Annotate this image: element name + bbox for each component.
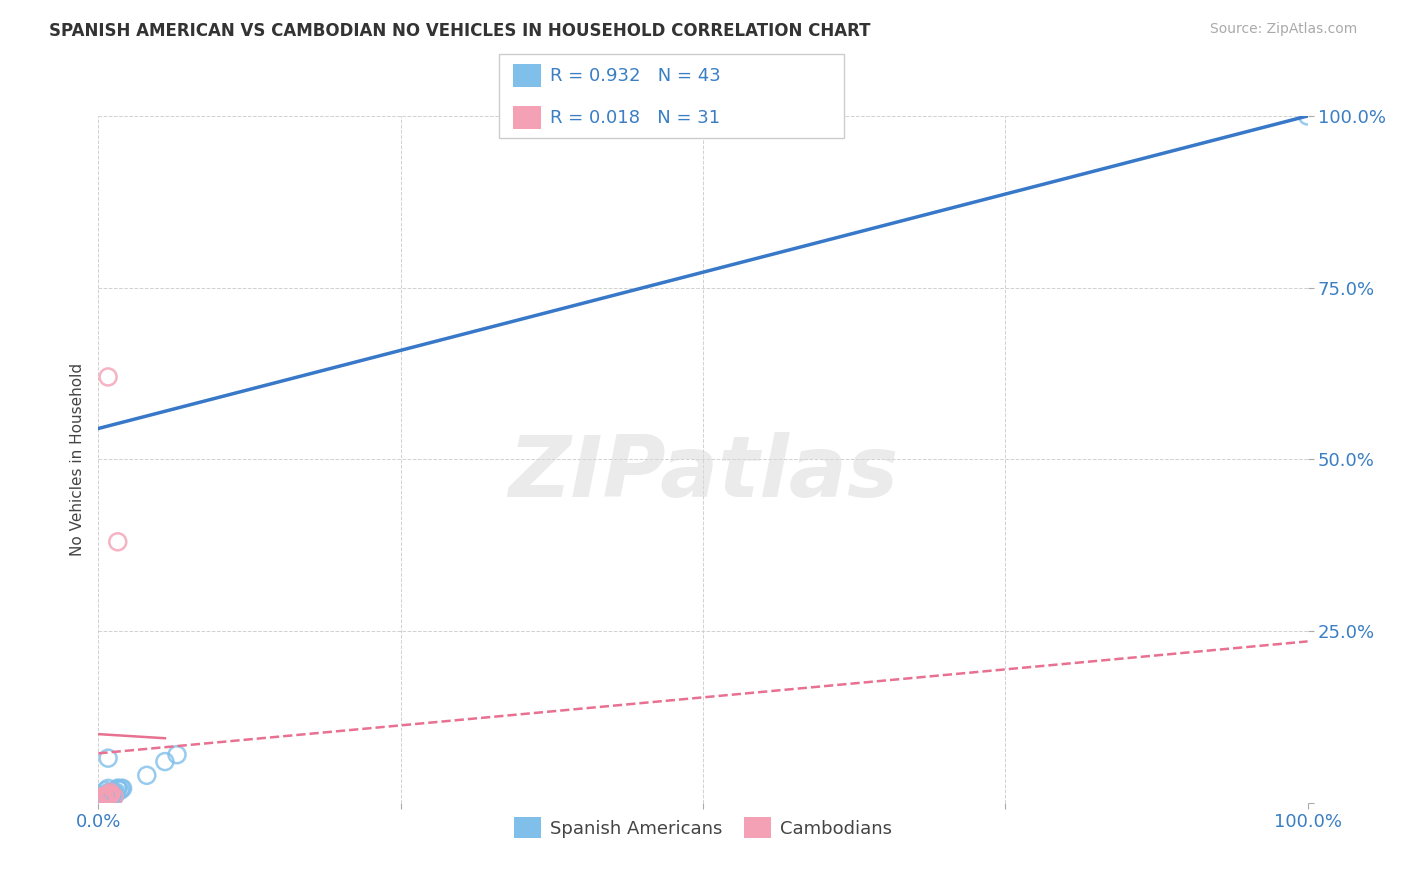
Point — [103, 785, 125, 799]
Point — [104, 788, 127, 802]
Point — [94, 791, 117, 805]
Point — [100, 785, 122, 799]
Point — [93, 791, 115, 805]
Point — [91, 794, 114, 808]
Point — [101, 788, 124, 802]
Point — [153, 755, 176, 769]
Point — [101, 791, 124, 805]
Point — [166, 747, 188, 762]
Point — [91, 794, 114, 808]
Point — [93, 789, 115, 804]
Point — [98, 791, 121, 805]
Point — [97, 370, 120, 384]
Point — [93, 791, 115, 805]
Point — [97, 789, 120, 804]
Point — [97, 789, 120, 804]
Point — [100, 788, 122, 802]
Point — [97, 785, 120, 799]
Point — [96, 788, 118, 802]
Point — [98, 789, 121, 804]
Point — [97, 788, 120, 802]
Text: R = 0.018   N = 31: R = 0.018 N = 31 — [550, 109, 720, 127]
Text: R = 0.932   N = 43: R = 0.932 N = 43 — [550, 67, 720, 85]
Point — [94, 789, 117, 804]
Point — [93, 791, 115, 805]
Point — [91, 794, 114, 808]
Point — [97, 751, 120, 765]
Point — [96, 789, 118, 804]
Point — [93, 791, 115, 805]
Point — [94, 791, 117, 805]
Point — [93, 789, 115, 804]
Point — [93, 791, 115, 805]
Point — [100, 789, 122, 804]
Point — [100, 788, 122, 802]
Point — [100, 785, 122, 799]
Point — [91, 789, 114, 804]
Text: Source: ZipAtlas.com: Source: ZipAtlas.com — [1209, 22, 1357, 37]
Point — [100, 788, 122, 802]
Text: SPANISH AMERICAN VS CAMBODIAN NO VEHICLES IN HOUSEHOLD CORRELATION CHART: SPANISH AMERICAN VS CAMBODIAN NO VEHICLE… — [49, 22, 870, 40]
Point — [93, 791, 115, 805]
Y-axis label: No Vehicles in Household: No Vehicles in Household — [69, 363, 84, 556]
Point — [93, 792, 115, 806]
Point — [91, 794, 114, 808]
Point — [91, 794, 114, 808]
Point — [97, 788, 120, 802]
Point — [108, 783, 131, 797]
Point — [91, 790, 114, 805]
Legend: Spanish Americans, Cambodians: Spanish Americans, Cambodians — [506, 810, 900, 846]
Point — [97, 789, 120, 804]
Point — [100, 788, 122, 802]
Point — [91, 794, 114, 808]
Point — [93, 791, 115, 805]
Point — [103, 789, 125, 804]
Point — [97, 781, 120, 796]
Point — [91, 794, 114, 808]
Text: ZIPatlas: ZIPatlas — [508, 432, 898, 515]
Point — [91, 794, 114, 808]
Point — [111, 781, 134, 796]
Point — [91, 794, 114, 808]
Point — [1296, 109, 1319, 123]
Point — [93, 791, 115, 805]
Point — [91, 794, 114, 808]
Point — [97, 789, 120, 804]
Point — [105, 785, 128, 799]
Point — [91, 791, 114, 805]
Point — [107, 534, 129, 549]
Point — [93, 791, 115, 805]
Point — [110, 781, 132, 796]
Point — [100, 788, 122, 802]
Point — [135, 768, 157, 782]
Point — [91, 791, 114, 805]
Point — [100, 788, 122, 802]
Point — [107, 781, 129, 796]
Point — [94, 791, 117, 805]
Point — [91, 794, 114, 808]
Point — [107, 781, 129, 796]
Point — [93, 791, 115, 805]
Point — [94, 783, 117, 797]
Point — [98, 788, 121, 802]
Point — [100, 788, 122, 802]
